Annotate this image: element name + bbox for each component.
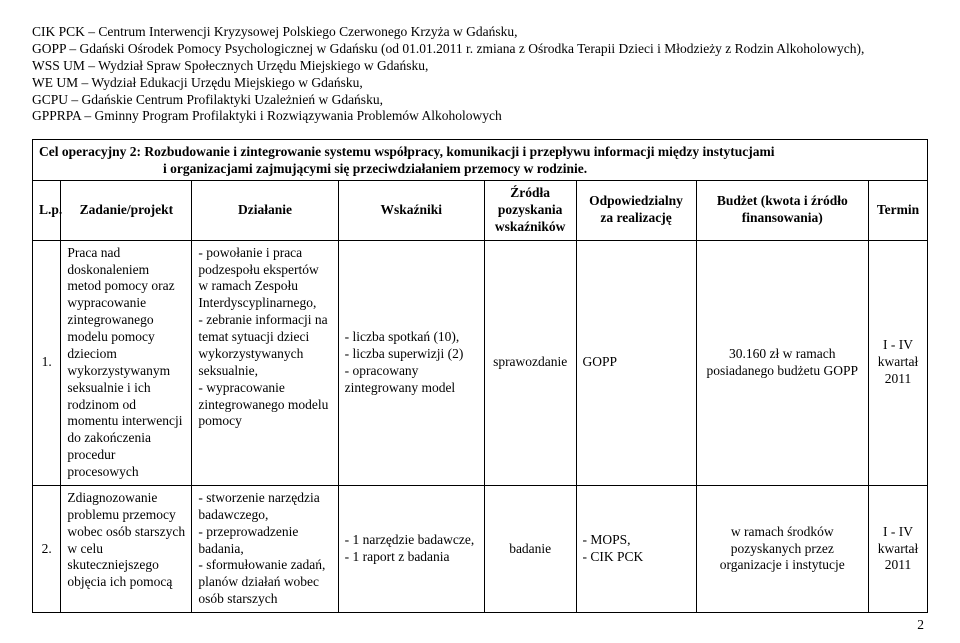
objective-line1: Cel operacyjny 2: Rozbudowanie i zintegr… xyxy=(39,144,774,159)
cell-termin: I - IV kwartał 2011 xyxy=(869,485,928,612)
abbr-line: CIK PCK – Centrum Interwencji Kryzysowej… xyxy=(32,24,928,41)
th-odpowiedzialny: Odpowiedzialny za realizację xyxy=(576,181,696,241)
table-row: 2. Zdiagnozowanie problemu przemocy wobe… xyxy=(33,485,928,612)
cell-zadanie: Praca nad doskonaleniem metod pomocy ora… xyxy=(61,240,192,485)
cell-zrodla: sprawozdanie xyxy=(484,240,576,485)
abbreviation-list: CIK PCK – Centrum Interwencji Kryzysowej… xyxy=(32,24,928,125)
abbr-line: GPPRPA – Gminny Program Profilaktyki i R… xyxy=(32,108,928,125)
th-lp: L.p. xyxy=(33,181,61,241)
cell-odpowiedzialny: - MOPS, - CIK PCK xyxy=(576,485,696,612)
cell-zrodla: badanie xyxy=(484,485,576,612)
cell-termin: I - IV kwartał 2011 xyxy=(869,240,928,485)
abbr-line: WE UM – Wydział Edukacji Urzędu Miejskie… xyxy=(32,75,928,92)
abbr-line: GCPU – Gdańskie Centrum Profilaktyki Uza… xyxy=(32,92,928,109)
table-row: 1. Praca nad doskonaleniem metod pomocy … xyxy=(33,240,928,485)
objective-title: Cel operacyjny 2: Rozbudowanie i zintegr… xyxy=(32,139,928,180)
page-number: 2 xyxy=(32,617,928,634)
th-zrodla: Źródła pozyskania wskaźników xyxy=(484,181,576,241)
cell-lp: 2. xyxy=(33,485,61,612)
abbr-line: WSS UM – Wydział Spraw Społecznych Urzęd… xyxy=(32,58,928,75)
cell-dzialanie: - stworzenie narzędzia badawczego, - prz… xyxy=(192,485,338,612)
cell-zadanie: Zdiagnozowanie problemu przemocy wobec o… xyxy=(61,485,192,612)
cell-lp: 1. xyxy=(33,240,61,485)
th-wskazniki: Wskaźniki xyxy=(338,181,484,241)
th-zadanie: Zadanie/projekt xyxy=(61,181,192,241)
cell-budzet: 30.160 zł w ramach posiadanego budżetu G… xyxy=(696,240,868,485)
abbr-line: GOPP – Gdański Ośrodek Pomocy Psychologi… xyxy=(32,41,928,58)
cell-wskazniki: - 1 narzędzie badawcze, - 1 raport z bad… xyxy=(338,485,484,612)
cell-wskazniki: - liczba spotkań (10), - liczba superwiz… xyxy=(338,240,484,485)
th-budzet: Budżet (kwota i źródło finansowania) xyxy=(696,181,868,241)
main-table: L.p. Zadanie/projekt Działanie Wskaźniki… xyxy=(32,180,928,613)
th-termin: Termin xyxy=(869,181,928,241)
cell-odpowiedzialny: GOPP xyxy=(576,240,696,485)
cell-dzialanie: - powołanie i praca podzespołu ekspertów… xyxy=(192,240,338,485)
objective-line2: i organizacjami zajmującymi się przeciwd… xyxy=(39,161,921,178)
th-dzialanie: Działanie xyxy=(192,181,338,241)
cell-budzet: w ramach środków pozyskanych przez organ… xyxy=(696,485,868,612)
table-header-row: L.p. Zadanie/projekt Działanie Wskaźniki… xyxy=(33,181,928,241)
